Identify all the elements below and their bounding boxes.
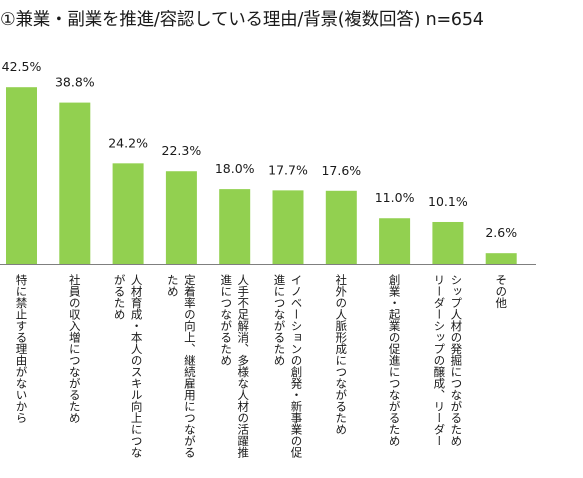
data-label-1: 42.5% xyxy=(2,59,42,74)
category-label-10: その他 xyxy=(494,274,508,309)
data-label-4: 22.3% xyxy=(162,143,202,158)
data-label-8: 11.0% xyxy=(375,190,415,205)
bar-4 xyxy=(165,171,197,264)
bar-5 xyxy=(219,189,251,264)
bar-3 xyxy=(112,163,144,264)
category-label-7: 社外の人脈形成につながるため xyxy=(334,273,348,435)
bar-2 xyxy=(59,102,91,264)
data-label-6: 17.7% xyxy=(268,162,308,177)
category-label-9-line-1: シップ人材の発掘につながるため xyxy=(449,274,463,447)
category-label-8: 創業・起業の促進につながるため xyxy=(388,273,402,446)
data-label-2: 38.8% xyxy=(55,75,95,90)
category-label-3-line-1: 人材育成・本人のスキル向上につな xyxy=(130,274,144,458)
category-label-4-line-1: 定着率の向上、継続雇用につながる xyxy=(183,273,197,458)
data-label-3: 24.2% xyxy=(108,135,148,150)
chart-title: ①兼業・副業を推進/容認している理由/背景(複数回答) n=654 xyxy=(0,10,484,30)
bar-7 xyxy=(325,190,357,264)
category-label-2: 社員の収入増につながるため xyxy=(68,273,82,423)
category-label-3-line-2: がるため xyxy=(113,274,127,320)
category-label-5-line-2: 進につながるため xyxy=(219,274,233,366)
bar-8 xyxy=(379,218,411,264)
bar-1 xyxy=(6,87,37,264)
data-label-10: 2.6% xyxy=(485,225,517,240)
category-label-9-line-2: リーダーシップの醸成、リーダー xyxy=(432,274,446,447)
category-label-4-line-2: ため xyxy=(166,274,180,297)
category-label-6-line-1: イノベーションの創発・新事業の促 xyxy=(290,274,304,459)
bar-10 xyxy=(485,253,517,264)
category-label-6-line-2: 進につながるため xyxy=(273,274,287,366)
category-label-5-line-1: 人手不足解消、多様な人材の活躍推 xyxy=(236,274,250,458)
data-label-9: 10.1% xyxy=(428,194,468,209)
bar-6 xyxy=(272,190,304,264)
category-label-1: 特に禁止する理由がないから xyxy=(15,273,29,423)
bar-9 xyxy=(432,221,464,264)
data-label-7: 17.6% xyxy=(321,163,361,178)
data-label-5: 18.0% xyxy=(215,161,255,176)
